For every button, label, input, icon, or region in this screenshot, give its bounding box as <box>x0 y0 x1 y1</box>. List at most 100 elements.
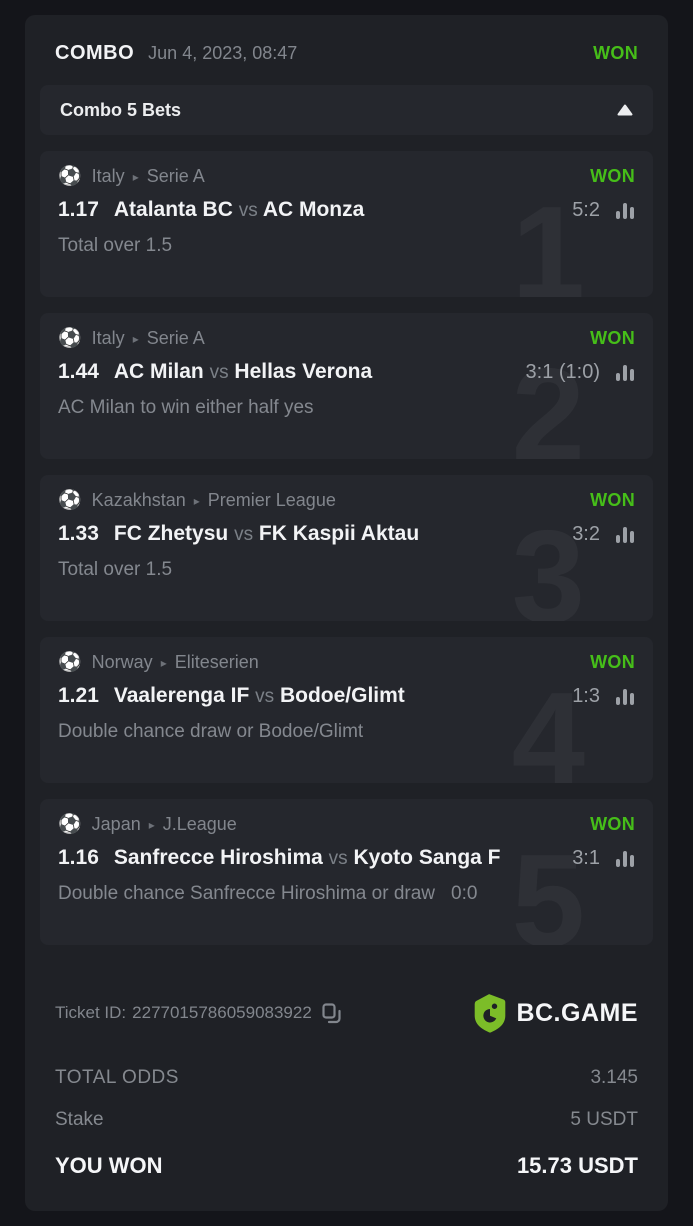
ticket-id-label: Ticket ID: <box>55 1003 127 1022</box>
home-team: AC Milan <box>113 360 204 383</box>
stats-bars-icon[interactable] <box>615 850 635 867</box>
stake-value: 5 USDT <box>570 1109 638 1130</box>
bet-selection: Total over 1.5 <box>58 559 173 580</box>
ticket-id-value: 2277015786059083922 <box>132 1003 312 1022</box>
slip-status-badge: WON <box>593 43 638 63</box>
bcgame-logo: BC.GAME <box>472 993 638 1033</box>
country-label: Norway <box>91 652 153 672</box>
match-teams: Atalanta BC vs AC Monza <box>114 198 562 222</box>
odds-value: 1.44 <box>58 360 99 383</box>
bet-status-badge: WON <box>590 814 635 834</box>
match-teams: FC Zhetysu vs FK Kaspii Aktau <box>114 522 562 546</box>
country-label: Kazakhstan <box>91 490 186 510</box>
league-label: J.League <box>162 814 237 834</box>
stats-bars-icon[interactable] <box>615 526 635 543</box>
home-team: Sanfrecce Hiroshima <box>113 846 323 869</box>
vs-label: vs <box>255 686 275 707</box>
stats-bars-icon[interactable] <box>615 688 635 705</box>
brand-name: BC.GAME <box>516 998 638 1027</box>
bet-status-badge: WON <box>590 328 635 348</box>
breadcrumb-separator-icon: ▸ <box>132 170 139 184</box>
bet-status-badge: WON <box>590 490 635 510</box>
breadcrumb-separator-icon: ▸ <box>160 656 167 670</box>
vs-label: vs <box>238 200 258 221</box>
bet-card: 2 ⚽ Italy ▸ Serie A WON 1.44 AC Milan vs… <box>40 313 653 459</box>
soccer-ball-icon: ⚽ <box>58 814 82 835</box>
ticket-row: Ticket ID: 2277015786059083922 BC.GAME <box>40 961 653 1041</box>
odds-value: 1.21 <box>58 684 99 707</box>
match-score: 3:1 <box>572 846 600 869</box>
breadcrumb-separator-icon: ▸ <box>193 494 200 508</box>
you-won-value: 15.73 USDT <box>516 1153 638 1178</box>
bet-card: 3 ⚽ Kazakhstan ▸ Premier League WON 1.33… <box>40 475 653 621</box>
slip-header: COMBO Jun 4, 2023, 08:47 WON <box>40 30 653 85</box>
league-label: Premier League <box>207 490 336 510</box>
bet-card: 5 ⚽ Japan ▸ J.League WON 1.16 Sanfrecce … <box>40 799 653 945</box>
bet-selection: AC Milan to win either half yes <box>58 397 314 418</box>
stats-bars-icon[interactable] <box>615 364 635 381</box>
collapse-triangle-up-icon[interactable] <box>617 104 633 116</box>
bet-status-badge: WON <box>590 652 635 672</box>
breadcrumb-separator-icon: ▸ <box>132 332 139 346</box>
stake-label: Stake <box>55 1109 104 1130</box>
soccer-ball-icon: ⚽ <box>58 328 82 349</box>
odds-value: 1.16 <box>58 846 99 869</box>
extra-score: 0:0 <box>451 883 478 904</box>
combo-collapse-bar[interactable]: Combo 5 Bets <box>40 85 653 135</box>
bet-selection: Total over 1.5 <box>58 235 173 256</box>
combo-bar-label: Combo 5 Bets <box>60 99 182 120</box>
bet-date: Jun 4, 2023, 08:47 <box>148 43 298 63</box>
away-team: Kyoto Sanga F <box>353 846 501 869</box>
bet-selection: Double chance Sanfrecce Hiroshima or dra… <box>58 883 436 904</box>
bet-card: 1 ⚽ Italy ▸ Serie A WON 1.17 Atalanta BC… <box>40 151 653 297</box>
match-teams: Sanfrecce Hiroshima vs Kyoto Sanga F <box>114 846 562 870</box>
breadcrumb: Italy ▸ Serie A <box>92 166 590 187</box>
soccer-ball-icon: ⚽ <box>58 166 82 187</box>
soccer-ball-icon: ⚽ <box>58 490 82 511</box>
odds-value: 1.33 <box>58 522 99 545</box>
match-score: 3:1 (1:0) <box>525 360 600 383</box>
bcgame-shield-icon <box>475 994 506 1033</box>
stake-row: Stake 5 USDT <box>40 1099 653 1141</box>
odds-value: 1.17 <box>58 198 99 221</box>
breadcrumb: Norway ▸ Eliteserien <box>92 652 590 673</box>
home-team: Atalanta BC <box>113 198 233 221</box>
away-team: FK Kaspii Aktau <box>258 522 420 545</box>
away-team: AC Monza <box>262 198 365 221</box>
bet-selection: Double chance draw or Bodoe/Glimt <box>58 721 364 742</box>
league-label: Serie A <box>146 166 205 186</box>
soccer-ball-icon: ⚽ <box>58 652 82 673</box>
stats-bars-icon[interactable] <box>615 202 635 219</box>
total-odds-value: 3.145 <box>590 1067 638 1088</box>
bet-status-badge: WON <box>590 166 635 186</box>
away-team: Bodoe/Glimt <box>279 684 405 707</box>
league-label: Serie A <box>146 328 205 348</box>
you-won-row: YOU WON 15.73 USDT <box>40 1141 653 1189</box>
breadcrumb: Italy ▸ Serie A <box>92 328 590 349</box>
match-score: 3:2 <box>572 522 600 545</box>
total-odds-label: TOTAL ODDS <box>55 1067 179 1088</box>
vs-label: vs <box>234 524 254 545</box>
home-team: Vaalerenga IF <box>113 684 250 707</box>
you-won-label: YOU WON <box>55 1153 163 1178</box>
country-label: Japan <box>91 814 141 834</box>
breadcrumb: Japan ▸ J.League <box>92 814 590 835</box>
breadcrumb: Kazakhstan ▸ Premier League <box>92 490 590 511</box>
away-team: Hellas Verona <box>234 360 373 383</box>
ticket-id: Ticket ID: 2277015786059083922 <box>55 1002 472 1024</box>
vs-label: vs <box>209 362 229 383</box>
match-score: 5:2 <box>572 198 600 221</box>
bet-type-label: COMBO <box>55 42 135 64</box>
vs-label: vs <box>328 848 348 869</box>
match-teams: Vaalerenga IF vs Bodoe/Glimt <box>114 684 562 708</box>
total-odds-row: TOTAL ODDS 3.145 <box>40 1041 653 1099</box>
league-label: Eliteserien <box>174 652 259 672</box>
home-team: FC Zhetysu <box>113 522 229 545</box>
bet-slip-panel: COMBO Jun 4, 2023, 08:47 WON Combo 5 Bet… <box>25 15 668 1211</box>
breadcrumb-separator-icon: ▸ <box>148 818 155 832</box>
copy-icon[interactable] <box>322 1002 341 1024</box>
country-label: Italy <box>91 166 125 186</box>
bet-card: 4 ⚽ Norway ▸ Eliteserien WON 1.21 Vaaler… <box>40 637 653 783</box>
match-teams: AC Milan vs Hellas Verona <box>114 360 516 384</box>
match-score: 1:3 <box>572 684 600 707</box>
